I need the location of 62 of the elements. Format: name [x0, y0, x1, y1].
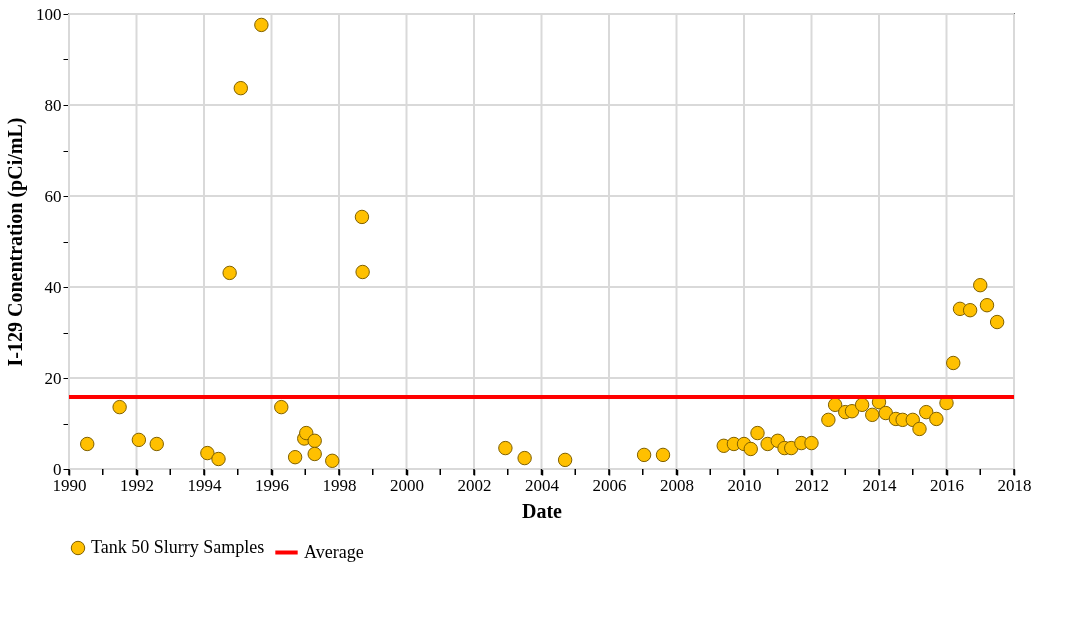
point [557, 452, 573, 468]
point [498, 440, 513, 456]
point [844, 404, 860, 419]
y-axis-title: I-129 Conentration (pCi/mL) [4, 117, 27, 367]
point [865, 407, 880, 423]
x-axis-title: Date [522, 499, 563, 522]
x-tick-label: 2004 [525, 475, 560, 495]
y-tick-label: 40 [44, 277, 62, 297]
point [200, 445, 215, 461]
point [989, 314, 1005, 330]
point [354, 209, 370, 225]
point [131, 432, 147, 448]
point [750, 425, 765, 441]
point [307, 433, 322, 448]
point [211, 451, 226, 467]
point [80, 436, 95, 452]
point [946, 355, 961, 371]
x-tick-label: 2002 [457, 475, 492, 495]
point [655, 447, 671, 463]
y-tick-label: 100 [36, 4, 62, 24]
point [912, 421, 927, 437]
x-tick-label: 1996 [255, 475, 289, 495]
legend-label: Tank 50 Slurry Samples [91, 537, 265, 557]
x-tick-label: 2018 [997, 475, 1032, 495]
y-tick-label: 80 [44, 95, 62, 115]
point [222, 265, 237, 281]
y-tick-label: 60 [44, 186, 62, 206]
point [929, 411, 944, 427]
point [233, 80, 248, 96]
x-tick-label: 2014 [862, 475, 897, 495]
point [878, 405, 893, 421]
point [112, 399, 127, 415]
point [743, 441, 758, 457]
point [854, 397, 870, 413]
x-tick-label: 1998 [322, 475, 357, 495]
point [254, 17, 269, 33]
point [919, 404, 934, 420]
point [517, 450, 532, 466]
point [962, 303, 978, 318]
point [827, 397, 843, 413]
point [287, 449, 303, 465]
x-tick-label: 2012 [795, 475, 829, 495]
point [979, 298, 995, 313]
point [804, 435, 819, 451]
x-tick-label: 2000 [390, 475, 424, 495]
x-tick-label: 2010 [727, 475, 762, 495]
x-tick-label: 1992 [120, 475, 154, 495]
y-tick-label: 20 [44, 368, 62, 388]
point [299, 425, 314, 441]
point [274, 399, 289, 415]
legend-label: Average [304, 541, 364, 562]
x-tick-label: 2016 [930, 475, 964, 495]
point [355, 264, 370, 280]
point [821, 412, 836, 428]
point [325, 453, 340, 468]
point [973, 277, 988, 293]
point [149, 436, 164, 452]
x-tick-label: 2006 [592, 475, 627, 495]
x-tick-label: 1994 [187, 475, 222, 495]
point [307, 446, 322, 462]
x-tick-label: 2008 [660, 475, 694, 495]
point [636, 447, 652, 463]
